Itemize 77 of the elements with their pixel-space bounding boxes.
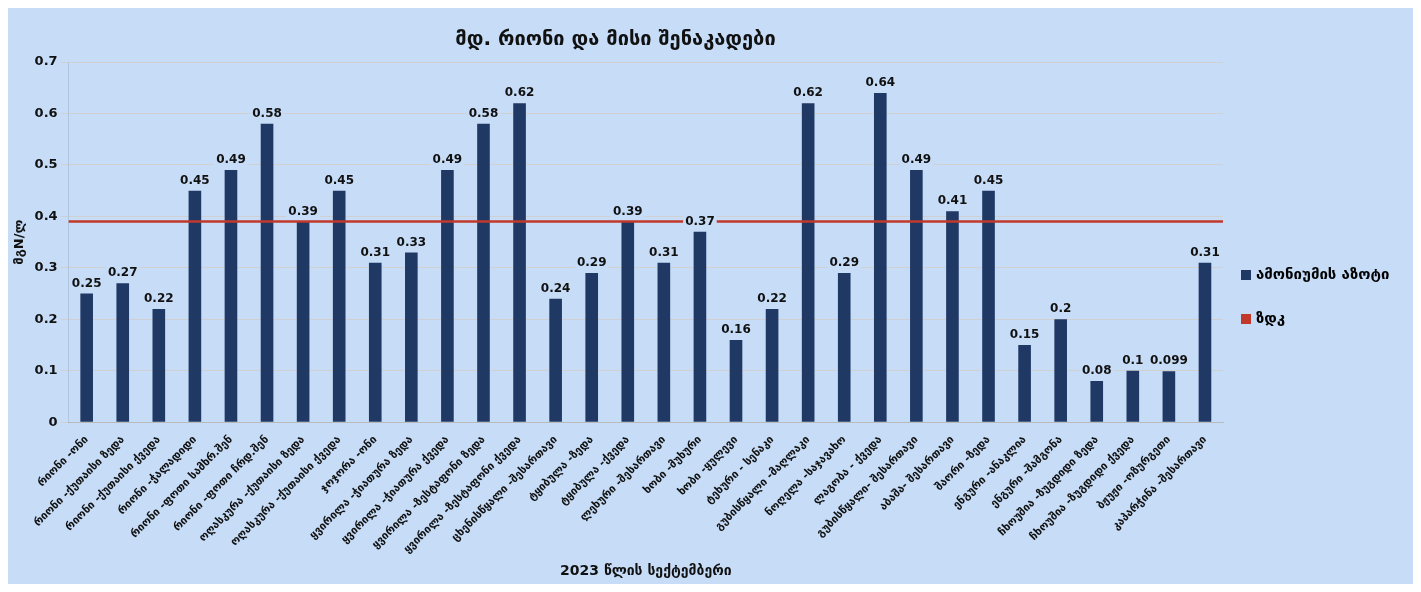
y-tick-label: 0.1 (34, 362, 58, 378)
data-label: 0.49 (901, 152, 932, 167)
data-label: 0.58 (252, 105, 282, 120)
y-tick-label: 0.5 (34, 156, 58, 172)
bar (296, 221, 310, 422)
bar (910, 170, 923, 422)
data-label: 0.62 (504, 85, 535, 100)
data-label: 0.58 (468, 105, 499, 120)
data-label: 0.49 (216, 152, 246, 167)
bar (765, 309, 779, 422)
bar (441, 170, 454, 422)
bar (188, 190, 202, 422)
bar (1126, 370, 1140, 422)
bar (729, 339, 743, 422)
data-label: 0.2 (1050, 301, 1072, 316)
legend-label: ამონიუმის აზოტი (1256, 265, 1390, 283)
data-label: 0.45 (324, 172, 354, 187)
bar (549, 298, 562, 422)
data-label: 0.62 (793, 85, 823, 100)
data-label: 0.099 (1149, 353, 1188, 368)
y-tick-label: 0.2 (34, 310, 58, 326)
data-label: 0.25 (71, 275, 102, 290)
bar (152, 309, 166, 422)
data-label: 0.39 (288, 203, 318, 218)
bar (621, 221, 635, 422)
bar (224, 170, 238, 422)
bar (405, 252, 418, 422)
data-label: 0.27 (107, 265, 138, 280)
bar (982, 190, 995, 422)
x-axis-title: 2023 წლის სექტემბერი (560, 562, 732, 579)
legend-label: ზდკ (1256, 309, 1286, 327)
data-label: 0.24 (540, 280, 571, 295)
data-label: 0.08 (1081, 363, 1112, 378)
data-label: 0.22 (144, 291, 174, 306)
bar (477, 123, 490, 422)
y-tick-label: 0.6 (34, 104, 58, 120)
bar (873, 92, 887, 422)
data-label: 0.22 (757, 291, 787, 306)
data-label: 0.31 (649, 244, 679, 259)
bar (801, 103, 815, 422)
y-tick-label: 0 (48, 413, 58, 429)
chart-title: მდ. რიონი და მისი შენაკადები (455, 26, 776, 51)
data-label: 0.31 (1190, 244, 1220, 259)
bar (837, 272, 851, 422)
y-tick-label: 0.7 (34, 53, 58, 69)
data-label: 0.45 (973, 172, 1004, 187)
y-tick-label: 0.4 (34, 207, 58, 223)
data-label: 0.31 (360, 244, 391, 259)
bar (1162, 371, 1176, 422)
bar (585, 272, 599, 422)
y-axis-title: მგN/ლ (11, 219, 27, 265)
data-label: 0.45 (180, 172, 210, 187)
bar (946, 211, 959, 422)
bar (1054, 319, 1067, 422)
data-label: 0.15 (1009, 327, 1040, 342)
bar (1090, 381, 1104, 422)
data-label: 0.16 (721, 322, 751, 337)
data-label: 0.1 (1122, 352, 1144, 367)
bar (693, 231, 707, 422)
bar (513, 103, 526, 422)
bar (368, 262, 382, 422)
bar (260, 123, 274, 422)
data-label: 0.29 (829, 255, 860, 270)
data-label: 0.39 (612, 203, 643, 218)
bar (1198, 262, 1212, 422)
y-tick-label: 0.3 (34, 259, 58, 275)
data-label: 0.29 (576, 255, 607, 270)
bar (332, 190, 346, 422)
data-label: 0.64 (865, 75, 896, 89)
data-label: 0.49 (432, 152, 463, 167)
bar (1018, 345, 1031, 422)
bar (657, 262, 671, 422)
data-label: 0.33 (396, 234, 427, 249)
data-label: 0.41 (937, 193, 968, 208)
data-label: 0.37 (685, 213, 715, 228)
bar (80, 293, 93, 422)
bar (116, 283, 130, 422)
